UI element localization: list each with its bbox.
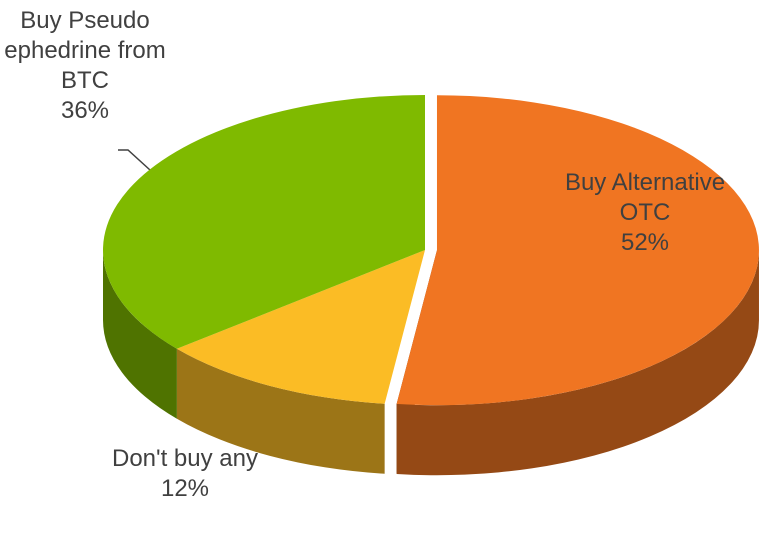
slice-side <box>103 250 177 419</box>
slice-top <box>103 95 425 349</box>
value-label: 36% <box>60 97 110 124</box>
slice-side <box>396 250 759 476</box>
slice-label: Buy Alternative OTC 52% <box>560 168 730 258</box>
value-label: 12% <box>160 475 210 502</box>
category-label: Buy Alternative OTC <box>564 169 726 226</box>
slice-side <box>176 348 385 474</box>
slice-label: Buy Pseudo ephedrine from BTC 36% <box>0 6 170 126</box>
slice-top <box>396 95 759 406</box>
slice-label: Don't buy any 12% <box>100 444 270 504</box>
leader-line <box>118 149 151 171</box>
value-label: 52% <box>620 229 670 256</box>
category-label: Buy Pseudo ephedrine from BTC <box>4 7 166 94</box>
slice-top <box>176 250 425 404</box>
category-label: Don't buy any <box>111 445 258 472</box>
